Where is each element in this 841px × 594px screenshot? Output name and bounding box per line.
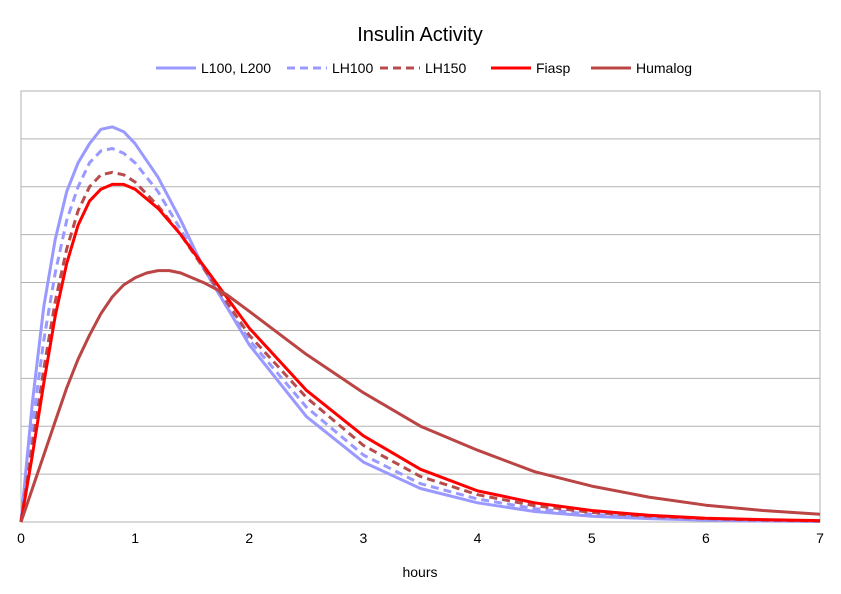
legend-label: Humalog [636,60,692,76]
plot-border [20,90,821,523]
series-line-5 [19,269,821,523]
legend-label: LH100 [332,60,373,76]
x-tick-label: 4 [474,530,482,546]
x-tick-label: 0 [17,530,25,546]
plot-area: 0 1 2 3 4 5 6 7 [17,90,824,546]
x-tick-label: 5 [588,530,596,546]
series-line-2 [19,147,821,523]
x-tick-label: 6 [702,530,710,546]
series-line-1 [19,125,821,523]
series-line-4 [19,182,821,523]
legend-label: L100, L200 [201,60,271,76]
x-tick-label: 1 [131,530,139,546]
legend-label: LH150 [425,60,466,76]
chart-title: Insulin Activity [357,24,483,46]
x-tick-label: 7 [816,530,824,546]
x-tick-label: 2 [245,530,253,546]
x-tick-label: 3 [360,530,368,546]
legend-label: Fiasp [536,60,570,76]
legend: L100, L200 LH100 LH150 Fiasp Humalog [156,60,692,76]
x-axis-label: hours [402,564,437,580]
